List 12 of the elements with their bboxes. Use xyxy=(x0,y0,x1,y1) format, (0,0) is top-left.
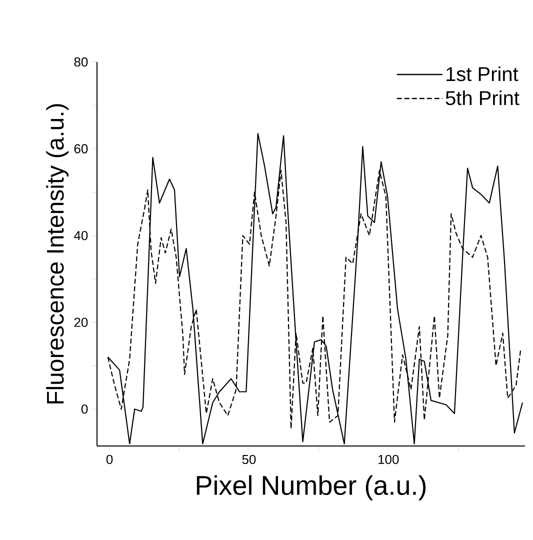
y-tick-label: 40 xyxy=(74,230,88,240)
x-tick-label: 50 xyxy=(242,454,256,464)
y-axis-title: Fluorescence Intensity (a.u.) xyxy=(46,104,69,404)
y-tick-label: 20 xyxy=(74,318,88,327)
y-tick-label: 80 xyxy=(74,57,88,67)
legend-label: 1st Print xyxy=(446,66,518,82)
x-tick-label: 100 xyxy=(378,454,399,464)
x-axis-title: Pixel Number (a.u.) xyxy=(196,475,426,500)
legend-label: 5th Print xyxy=(446,90,520,106)
y-tick-label: 0 xyxy=(81,404,88,414)
y-tick-label: 60 xyxy=(74,144,88,154)
x-tick-label: 0 xyxy=(106,454,113,464)
